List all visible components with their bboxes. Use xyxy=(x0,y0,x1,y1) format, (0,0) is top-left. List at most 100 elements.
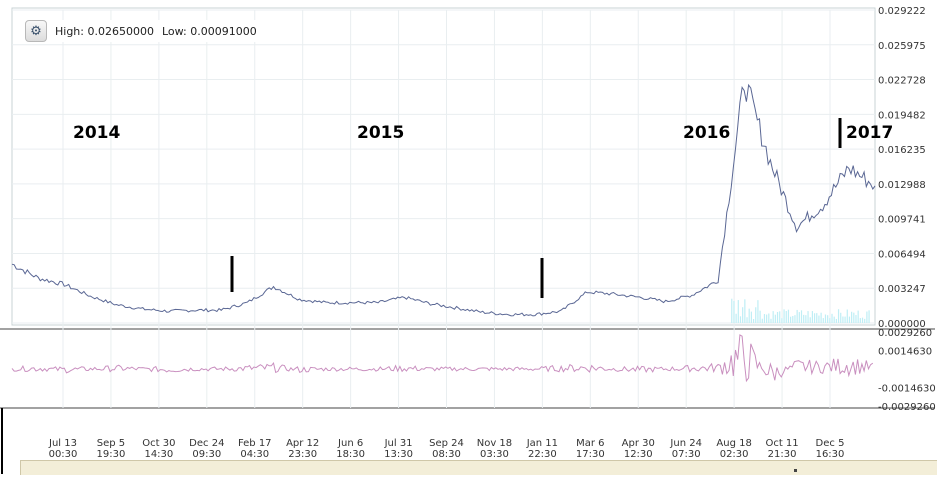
volume-bar xyxy=(761,318,763,323)
oscillator-series-line xyxy=(11,334,874,383)
x-tick-label-date: Oct 11 xyxy=(765,438,798,449)
navigator-bar[interactable] xyxy=(20,460,937,475)
x-tick-label-date: Jul 13 xyxy=(48,438,77,449)
x-tick-label-time: 07:30 xyxy=(672,449,701,460)
y-tick-label: 0.029222 xyxy=(878,6,926,17)
y-tick-label: 0.006494 xyxy=(878,249,926,260)
x-tick-label-time: 14:30 xyxy=(144,449,173,460)
x-tick-label-time: 00:30 xyxy=(49,449,78,460)
volume-bar xyxy=(811,311,814,323)
volume-bar xyxy=(831,313,833,323)
volume-bar xyxy=(794,315,796,323)
volume-bar xyxy=(735,313,737,323)
x-tick-label-time: 03:30 xyxy=(480,449,509,460)
volume-bar xyxy=(829,318,831,323)
osc-y-tick-label: -0.0029260 xyxy=(878,402,936,413)
year-label-2017: 2017 xyxy=(846,123,893,143)
y-tick-label: 0.016235 xyxy=(878,145,926,156)
volume-bar xyxy=(857,310,859,323)
x-tick-label-time: 17:30 xyxy=(576,449,605,460)
y-tick-label: 0.012988 xyxy=(878,180,926,191)
volume-bar xyxy=(837,309,840,323)
volume-bar xyxy=(772,311,774,323)
volume-bar xyxy=(816,313,818,323)
volume-bar xyxy=(781,318,783,323)
osc-y-tick-label: 0.0029260 xyxy=(878,328,932,339)
volume-bar xyxy=(779,311,781,323)
y-tick-label: 0.000000 xyxy=(878,319,926,330)
x-tick-label-date: Nov 18 xyxy=(477,438,512,449)
volume-bar xyxy=(742,307,744,323)
y-tick-label: 0.009741 xyxy=(878,215,926,226)
x-tick-label-time: 12:30 xyxy=(624,449,653,460)
volume-bar xyxy=(813,313,816,323)
volume-bar xyxy=(809,317,811,323)
volume-bar xyxy=(846,309,848,323)
x-tick-label-time: 21:30 xyxy=(768,449,797,460)
volume-bar xyxy=(792,315,794,323)
volume-bar xyxy=(851,311,853,323)
volume-bar xyxy=(763,314,766,323)
volume-bar xyxy=(770,318,772,323)
gear-icon[interactable]: ⚙ xyxy=(25,20,47,42)
volume-bar xyxy=(774,314,776,323)
x-tick-label-time: 09:30 xyxy=(192,449,221,460)
high-label: High: 0.02650000 xyxy=(55,24,154,38)
volume-bar xyxy=(739,316,742,323)
volume-bar xyxy=(790,316,792,323)
year-label-2014: 2014 xyxy=(73,123,120,143)
volume-bar xyxy=(783,309,785,323)
x-tick-label-time: 23:30 xyxy=(288,449,317,460)
navigator-handle[interactable] xyxy=(794,469,797,472)
x-tick-label-date: Sep 5 xyxy=(97,438,125,449)
x-tick-label-date: Jun 6 xyxy=(337,438,363,449)
volume-bar xyxy=(807,311,809,323)
x-tick-label-time: 08:30 xyxy=(432,449,461,460)
volume-bar xyxy=(840,312,842,323)
volume-bar xyxy=(805,315,807,323)
volume-bar xyxy=(768,313,770,323)
volume-bar xyxy=(868,310,870,323)
x-tick-label-date: Dec 5 xyxy=(816,438,845,449)
x-tick-label-time: 22:30 xyxy=(528,449,557,460)
volume-bar xyxy=(776,311,779,323)
x-tick-label-time: 13:30 xyxy=(384,449,413,460)
volume-bar xyxy=(757,300,759,323)
x-tick-label-date: Sep 24 xyxy=(429,438,464,449)
volume-bar xyxy=(844,316,846,323)
volume-bar xyxy=(766,314,768,323)
volume-bar xyxy=(737,300,739,323)
y-tick-label: 0.019482 xyxy=(878,110,926,121)
x-tick-label-time: 16:30 xyxy=(816,449,845,460)
y-tick-label: 0.022728 xyxy=(878,76,926,87)
volume-bar xyxy=(864,318,866,323)
y-tick-label: 0.025975 xyxy=(878,41,926,52)
volume-bar xyxy=(733,300,735,323)
x-tick-label-date: Jan 11 xyxy=(526,438,558,449)
volume-bar xyxy=(803,314,805,323)
osc-y-tick-label: -0.0014630 xyxy=(878,384,936,395)
x-tick-label-date: Dec 24 xyxy=(189,438,224,449)
volume-bar xyxy=(731,298,733,323)
main-panel-frame xyxy=(11,7,876,326)
x-tick-label-date: Feb 17 xyxy=(238,438,272,449)
volume-bar xyxy=(859,318,861,323)
volume-bar xyxy=(818,315,820,323)
osc-y-tick-label: 0.0014630 xyxy=(878,347,932,358)
volume-bar xyxy=(835,318,837,323)
x-tick-label-date: Jul 31 xyxy=(384,438,413,449)
volume-bar xyxy=(822,318,824,323)
volume-bar xyxy=(752,318,755,323)
x-tick-label-date: Mar 6 xyxy=(576,438,604,449)
x-tick-label-date: Apr 30 xyxy=(622,438,655,449)
x-tick-label-date: Aug 18 xyxy=(716,438,751,449)
volume-bar xyxy=(750,311,752,323)
x-tick-label-time: 04:30 xyxy=(240,449,269,460)
volume-bar xyxy=(842,316,844,323)
x-tick-label-date: Jun 24 xyxy=(669,438,702,449)
volume-bar xyxy=(861,317,864,323)
volume-bar xyxy=(796,309,798,323)
low-label: Low: 0.00091000 xyxy=(161,24,257,38)
